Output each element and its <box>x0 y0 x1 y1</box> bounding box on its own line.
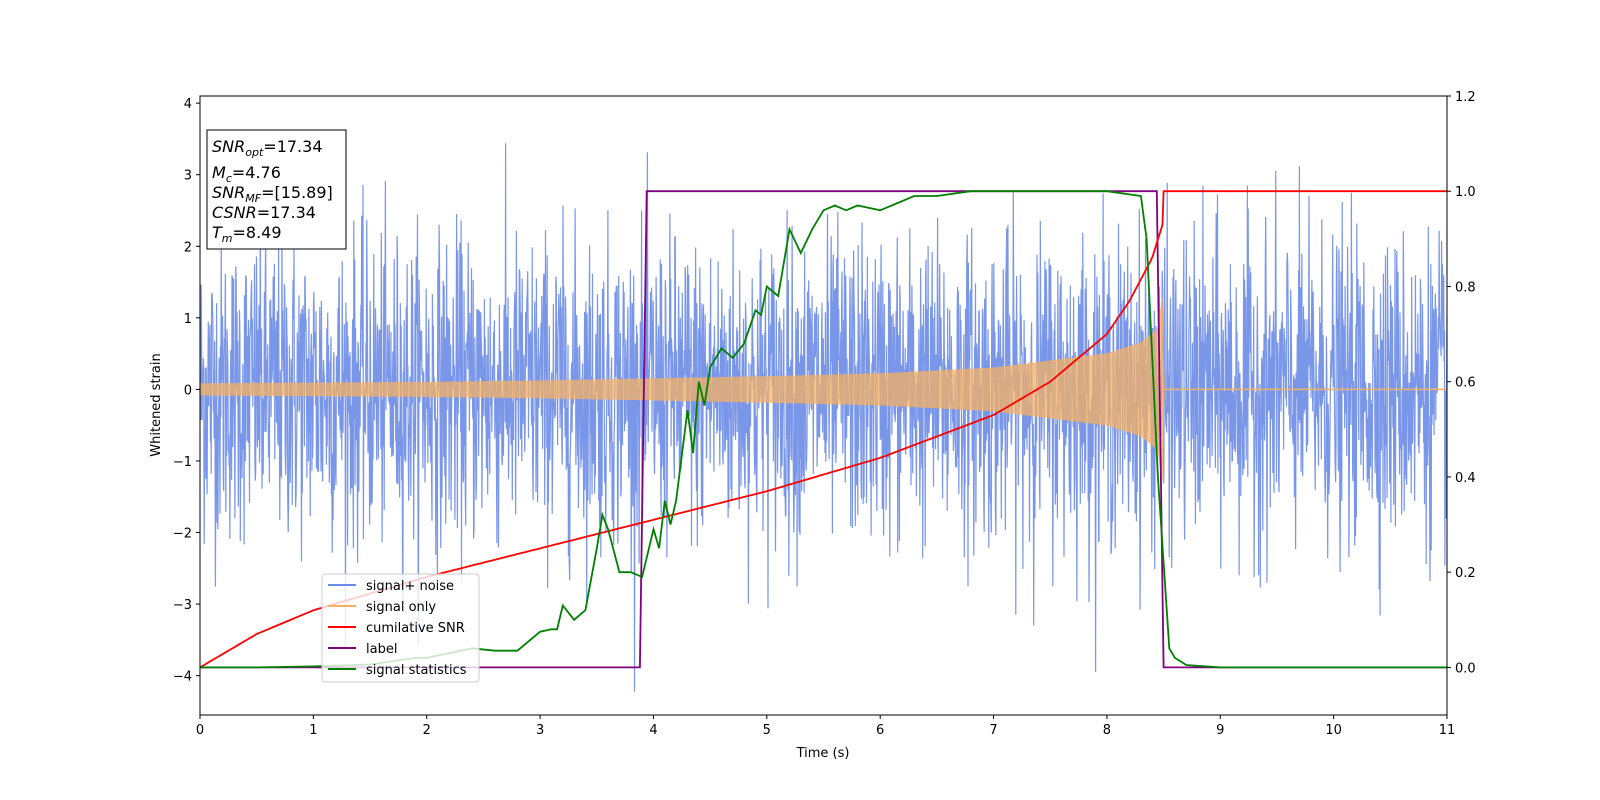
y2-tick-label: 0.8 <box>1455 280 1476 295</box>
signal-noise-series <box>200 143 1447 692</box>
info-box: SNRopt=17.34 Mc=4.76 SNRMF=[15.89] CSNR=… <box>206 129 347 250</box>
y-tick-label: −3 <box>173 598 192 613</box>
y2-tick-label: 1.0 <box>1455 185 1476 200</box>
y2-tick-label: 0.0 <box>1455 661 1476 676</box>
legend-label-signal-statistics: signal statistics <box>366 663 467 678</box>
y-tick-label: 3 <box>184 169 192 184</box>
x-tick-label: 3 <box>536 723 544 738</box>
legend-label-signal-only: signal only <box>366 600 436 615</box>
y-tick-label: 4 <box>184 97 192 112</box>
y2-tick-label: 0.2 <box>1455 566 1476 581</box>
x-tick-label: 6 <box>876 723 884 738</box>
y-tick-label: 2 <box>184 240 192 255</box>
y-axis-ticks: −4 −3 −2 −1 0 1 2 3 4 <box>173 97 200 685</box>
info-mc: Mc=4.76 <box>212 163 281 185</box>
x-tick-label: 2 <box>423 723 431 738</box>
x-tick-label: 8 <box>1103 723 1111 738</box>
x-tick-label: 11 <box>1439 723 1456 738</box>
info-csnr: CSNR=17.34 <box>212 203 316 222</box>
y2-tick-label: 1.2 <box>1455 90 1476 105</box>
info-snr-mf: SNRMF=[15.89] <box>212 183 333 205</box>
x-tick-label: 7 <box>989 723 997 738</box>
x-tick-label: 4 <box>649 723 657 738</box>
legend-label-cumulative-snr: cumilative SNR <box>366 621 465 636</box>
y-tick-label: −2 <box>173 527 192 542</box>
info-tm: Tm=8.49 <box>212 223 282 245</box>
y2-tick-label: 0.4 <box>1455 471 1476 486</box>
y2-axis-ticks: 0.0 0.2 0.4 0.6 0.8 1.0 1.2 <box>1447 90 1476 676</box>
y-tick-label: −4 <box>173 670 192 685</box>
x-tick-label: 9 <box>1216 723 1224 738</box>
plot-frame <box>199 95 1448 716</box>
signal-statistics-line <box>200 190 1447 669</box>
y-tick-label: −1 <box>173 455 192 470</box>
signal-only-series <box>200 297 1447 482</box>
legend: signal+ noise signal only cumilative SNR… <box>321 573 480 683</box>
x-tick-label: 1 <box>309 723 317 738</box>
info-snr-opt: SNRopt=17.34 <box>212 137 323 159</box>
legend-label-signal-noise: signal+ noise <box>366 579 454 594</box>
x-axis-ticks: 0 1 2 3 4 5 6 7 8 9 10 11 <box>196 715 1455 738</box>
legend-frame <box>321 573 480 683</box>
signal-noise-line <box>200 143 1447 692</box>
x-tick-label: 10 <box>1325 723 1342 738</box>
x-tick-label: 0 <box>196 723 204 738</box>
y-axis-label: Whitened strain <box>149 353 164 456</box>
y2-tick-label: 0.6 <box>1455 376 1476 391</box>
info-box-frame <box>206 129 347 250</box>
x-tick-label: 5 <box>763 723 771 738</box>
x-axis-label: Time (s) <box>796 746 850 761</box>
y-tick-label: 0 <box>184 383 192 398</box>
y-tick-label: 1 <box>184 312 192 327</box>
legend-label-label: label <box>366 642 397 657</box>
